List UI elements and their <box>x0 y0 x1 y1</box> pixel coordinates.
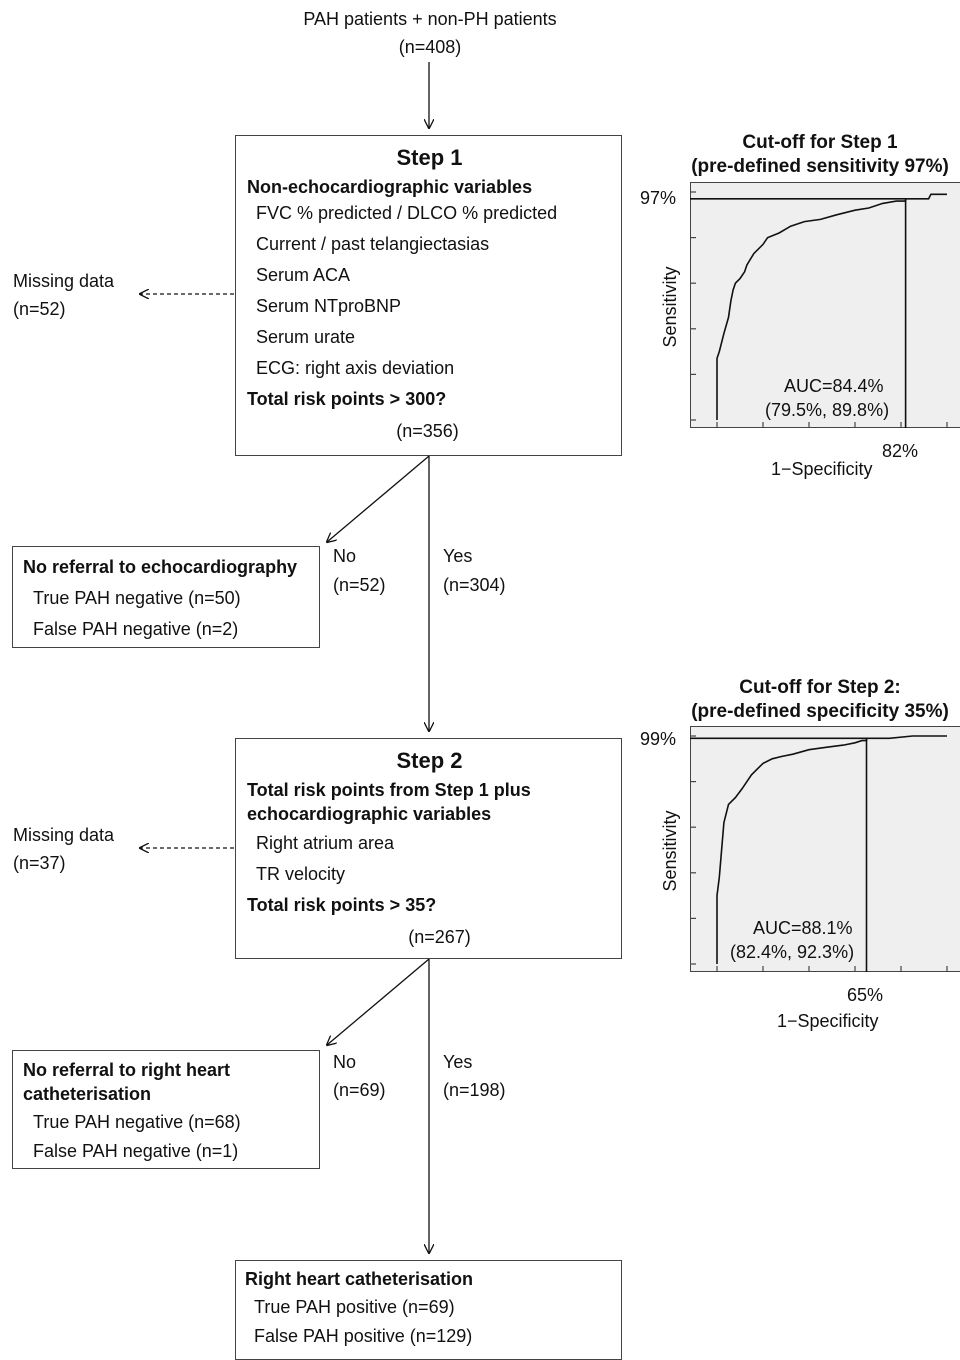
no-referral-rhc-title-line2: catheterisation <box>23 1083 151 1105</box>
step2-count: (n=267) <box>348 926 531 948</box>
no-referral-rhc-box: No referral to right heart catheterisati… <box>12 1050 320 1169</box>
step1-question: Total risk points > 300? <box>247 388 446 410</box>
roc1-plot-area: AUC=84.4% (79.5%, 89.8%) <box>690 182 960 428</box>
step1-box: Step 1 Non-echocardiographic variables F… <box>235 135 622 456</box>
step2-variable: TR velocity <box>256 863 345 885</box>
roc2-xlabel: 1−Specificity <box>777 1010 879 1032</box>
branch1-yes-count: (n=304) <box>443 574 506 596</box>
step1-variable: Serum NTproBNP <box>256 295 401 317</box>
roc1-cutoff-fpr-label: 82% <box>882 440 918 462</box>
step1-variable: Serum urate <box>256 326 355 348</box>
branch2-yes-count: (n=198) <box>443 1079 506 1101</box>
roc2-ylabel: Sensitivity <box>659 801 681 901</box>
roc1-ylabel: Sensitivity <box>659 257 681 357</box>
roc2-title-line1: Cut-off for Step 2: <box>680 677 960 699</box>
no-referral-rhc-line: True PAH negative (n=68) <box>33 1111 241 1133</box>
roc2-ci: (82.4%, 92.3%) <box>730 941 854 963</box>
roc2-title-line2: (pre-defined specificity 35%) <box>680 701 960 723</box>
no-referral-echo-title: No referral to echocardiography <box>23 556 297 578</box>
branch1-yes-label: Yes <box>443 545 472 567</box>
rhc-line: False PAH positive (n=129) <box>254 1325 472 1347</box>
no-referral-rhc-line: False PAH negative (n=1) <box>33 1140 238 1162</box>
branch1-no-label: No <box>333 545 356 567</box>
step1-count: (n=356) <box>336 420 519 442</box>
step2-question: Total risk points > 35? <box>247 894 436 916</box>
no-referral-echo-line: False PAH negative (n=2) <box>33 618 238 640</box>
roc2-auc: AUC=88.1% <box>753 917 853 939</box>
missing1-label: Missing data <box>13 270 114 292</box>
step1-heading: Non-echocardiographic variables <box>247 176 532 198</box>
step2-variable: Right atrium area <box>256 832 394 854</box>
roc1-title-line2: (pre-defined sensitivity 97%) <box>680 156 960 178</box>
roc2-cutoff-sensitivity-label: 99% <box>640 728 676 750</box>
no-referral-echo-line: True PAH negative (n=50) <box>33 587 241 609</box>
branch1-no-count: (n=52) <box>333 574 386 596</box>
arrow-step2-no <box>327 959 429 1045</box>
rhc-line: True PAH positive (n=69) <box>254 1296 455 1318</box>
step2-heading-line2: echocardiographic variables <box>247 803 491 825</box>
missing2-count: (n=37) <box>13 852 66 874</box>
roc1-cutoff-sensitivity-label: 97% <box>640 187 676 209</box>
step1-variable: Current / past telangiectasias <box>256 233 489 255</box>
branch2-yes-label: Yes <box>443 1051 472 1073</box>
arrow-step1-no <box>327 456 429 542</box>
missing1-count: (n=52) <box>13 298 66 320</box>
start-count: (n=408) <box>230 36 630 58</box>
roc1-xlabel: 1−Specificity <box>771 458 873 480</box>
no-referral-echo-box: No referral to echocardiography True PAH… <box>12 546 320 648</box>
branch2-no-count: (n=69) <box>333 1079 386 1101</box>
roc1-auc: AUC=84.4% <box>784 375 884 397</box>
step1-variable: FVC % predicted / DLCO % predicted <box>256 202 557 224</box>
step2-heading-line1: Total risk points from Step 1 plus <box>247 779 531 801</box>
roc1-title-line1: Cut-off for Step 1 <box>680 132 960 154</box>
start-title: PAH patients + non-PH patients <box>230 8 630 30</box>
branch2-no-label: No <box>333 1051 356 1073</box>
roc2-cutoff-fpr-label: 65% <box>847 984 883 1006</box>
step2-box: Step 2 Total risk points from Step 1 plu… <box>235 738 622 959</box>
roc2-plot-area: AUC=88.1% (82.4%, 92.3%) <box>690 726 960 972</box>
missing2-label: Missing data <box>13 824 114 846</box>
step1-variable: Serum ACA <box>256 264 350 286</box>
roc1-ci: (79.5%, 89.8%) <box>765 399 889 421</box>
rhc-title: Right heart catheterisation <box>245 1268 473 1290</box>
step1-title: Step 1 <box>236 145 623 171</box>
step1-variable: ECG: right axis deviation <box>256 357 454 379</box>
no-referral-rhc-title-line1: No referral to right heart <box>23 1059 230 1081</box>
step2-title: Step 2 <box>236 748 623 774</box>
rhc-box: Right heart catheterisation True PAH pos… <box>235 1260 622 1360</box>
